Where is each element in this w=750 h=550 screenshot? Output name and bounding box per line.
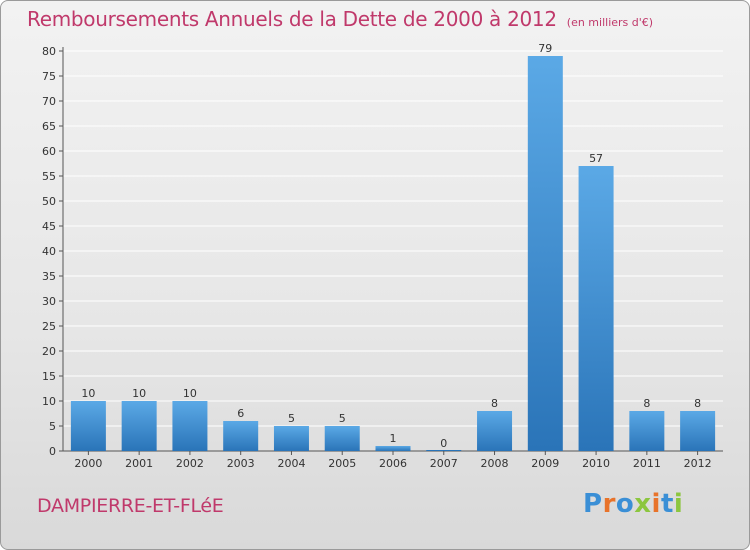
chart-title: Remboursements Annuels de la Dette de 20…: [27, 7, 557, 31]
y-tick-label: 50: [42, 195, 56, 208]
logo-letter: t: [660, 489, 674, 519]
bar-2000: [70, 401, 106, 451]
x-tick-label: 2006: [379, 457, 407, 470]
data-label: 79: [538, 42, 552, 55]
x-tick-label: 2010: [582, 457, 610, 470]
bar-2011: [629, 411, 665, 451]
grid-lines: [59, 50, 723, 452]
data-label: 10: [183, 387, 197, 400]
axes: [62, 47, 723, 452]
logo-letter: i: [651, 489, 661, 519]
y-tick-label: 15: [42, 370, 56, 383]
bar-2012: [680, 411, 716, 451]
x-tick-label: 2008: [481, 457, 509, 470]
data-label: 8: [643, 397, 650, 410]
data-label: 10: [81, 387, 95, 400]
x-tick-label: 2009: [531, 457, 559, 470]
logo-letter: o: [615, 489, 635, 519]
logo-letter: x: [634, 489, 652, 519]
y-tick-label: 65: [42, 120, 56, 133]
bar-2001: [121, 401, 157, 451]
x-tick-label: 2000: [74, 457, 102, 470]
x-tick-labels: 2000 2001 2002 2003 2004 2005 2006 2007 2008 2009…: [74, 451, 712, 470]
bar-2010: [578, 166, 614, 451]
bars: [70, 56, 716, 451]
data-label: 5: [288, 412, 295, 425]
logo-letter: r: [602, 489, 616, 519]
title-row: Remboursements Annuels de la Dette de 20…: [27, 7, 653, 31]
data-label: 8: [491, 397, 498, 410]
y-tick-label: 20: [42, 345, 56, 358]
y-tick-label: 60: [42, 145, 56, 158]
y-tick-label: 40: [42, 245, 56, 258]
commune-name: DAMPIERRE-ET-FLéE: [37, 495, 224, 517]
y-tick-label: 35: [42, 270, 56, 283]
data-label: 0: [440, 437, 447, 450]
bar-2004: [273, 426, 309, 451]
y-tick-label: 80: [42, 45, 56, 58]
bar-2005: [324, 426, 360, 451]
x-tick-label: 2007: [430, 457, 458, 470]
x-tick-label: 2004: [277, 457, 305, 470]
proxiti-logo[interactable]: Proxiti: [583, 489, 683, 519]
y-tick-label: 5: [49, 420, 56, 433]
data-label: 8: [694, 397, 701, 410]
y-tick-label: 0: [49, 445, 56, 458]
bar-2007: [426, 450, 462, 451]
x-tick-label: 2001: [125, 457, 153, 470]
data-label: 10: [132, 387, 146, 400]
bar-2002: [172, 401, 208, 451]
bar-2009: [527, 56, 563, 451]
y-tick-label: 70: [42, 95, 56, 108]
y-tick-label: 10: [42, 395, 56, 408]
y-tick-label: 75: [42, 70, 56, 83]
chart-subtitle: (en milliers d'€): [566, 16, 654, 29]
y-tick-label: 55: [42, 170, 56, 183]
logo-letter: i: [673, 489, 684, 519]
data-label: 6: [237, 407, 244, 420]
y-tick-labels: 0 5 10 15 20 25 30 35 40 45 50 55 60 65 70 75 80: [42, 45, 56, 458]
bar-2003: [223, 421, 259, 451]
data-label: 57: [589, 152, 603, 165]
x-tick-label: 2011: [633, 457, 661, 470]
x-tick-label: 2002: [176, 457, 204, 470]
data-label: 1: [390, 432, 397, 445]
data-label: 5: [339, 412, 346, 425]
bar-2008: [477, 411, 513, 451]
x-tick-label: 2003: [227, 457, 255, 470]
logo-letter: P: [583, 489, 603, 519]
x-tick-label: 2012: [684, 457, 712, 470]
y-tick-label: 30: [42, 295, 56, 308]
y-tick-label: 25: [42, 320, 56, 333]
y-tick-label: 45: [42, 220, 56, 233]
bar-2006: [375, 446, 411, 451]
x-tick-label: 2005: [328, 457, 356, 470]
